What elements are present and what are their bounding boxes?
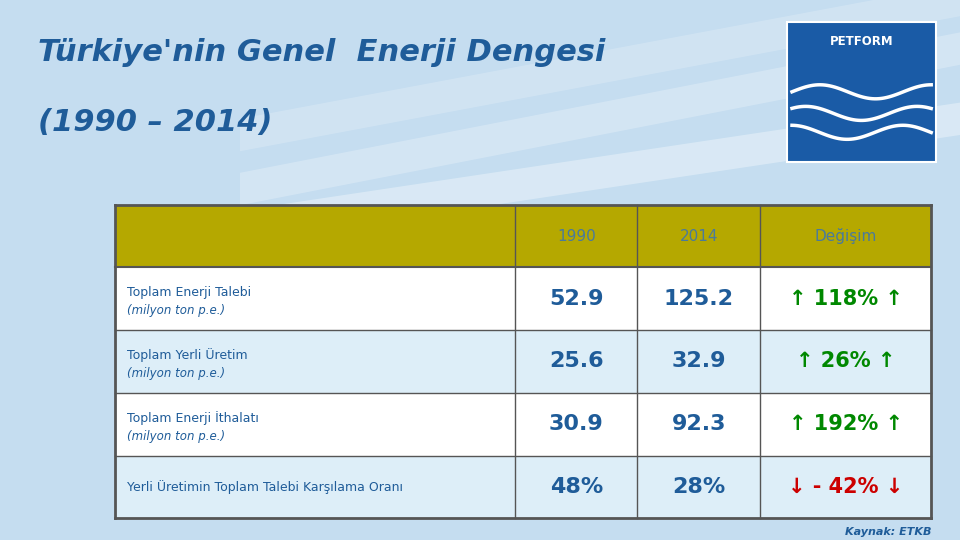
Text: ↓ - 42% ↓: ↓ - 42% ↓ [788, 477, 903, 497]
Text: Yerli Üretimin Toplam Talebi Karşılama Oranı: Yerli Üretimin Toplam Talebi Karşılama O… [127, 480, 403, 494]
Bar [115, 456, 931, 518]
Text: Türkiye'nin Genel  Enerji Dengesi: Türkiye'nin Genel Enerji Dengesi [38, 38, 606, 67]
Text: Toplam Yerli Üretim: Toplam Yerli Üretim [127, 348, 252, 362]
Bar [115, 267, 931, 330]
Text: (1990 – 2014): (1990 – 2014) [38, 108, 273, 137]
Bar [787, 22, 936, 162]
Text: 1990: 1990 [557, 229, 595, 244]
Text: PETFORM: PETFORM [829, 35, 894, 48]
Text: 32.9: 32.9 [671, 352, 726, 372]
Text: (milyon ton p.e.): (milyon ton p.e.) [127, 430, 225, 443]
Polygon shape [240, 32, 960, 205]
Bar [115, 393, 931, 456]
Bar [115, 205, 931, 267]
Text: Toplam Enerji İthalatı: Toplam Enerji İthalatı [127, 411, 258, 425]
Text: 48%: 48% [550, 477, 603, 497]
Text: 125.2: 125.2 [663, 289, 733, 309]
Text: (milyon ton p.e.): (milyon ton p.e.) [127, 304, 225, 317]
Text: 30.9: 30.9 [549, 414, 604, 434]
Text: (milyon ton p.e.): (milyon ton p.e.) [127, 367, 225, 380]
Bar [115, 330, 931, 393]
Text: Toplam Enerji Talebi: Toplam Enerji Talebi [127, 286, 251, 299]
Text: 92.3: 92.3 [671, 414, 726, 434]
Text: 2014: 2014 [680, 229, 718, 244]
Text: Kaynak: ETKB: Kaynak: ETKB [845, 527, 931, 537]
Text: ↑ 118% ↑: ↑ 118% ↑ [788, 289, 902, 309]
Polygon shape [240, 103, 960, 243]
Polygon shape [240, 0, 960, 151]
Text: 52.9: 52.9 [549, 289, 604, 309]
Text: 25.6: 25.6 [549, 352, 604, 372]
Text: ↑ 26% ↑: ↑ 26% ↑ [796, 352, 896, 372]
Text: ↑ 192% ↑: ↑ 192% ↑ [788, 414, 902, 434]
Text: Değişim: Değişim [814, 228, 876, 244]
Text: 28%: 28% [672, 477, 725, 497]
